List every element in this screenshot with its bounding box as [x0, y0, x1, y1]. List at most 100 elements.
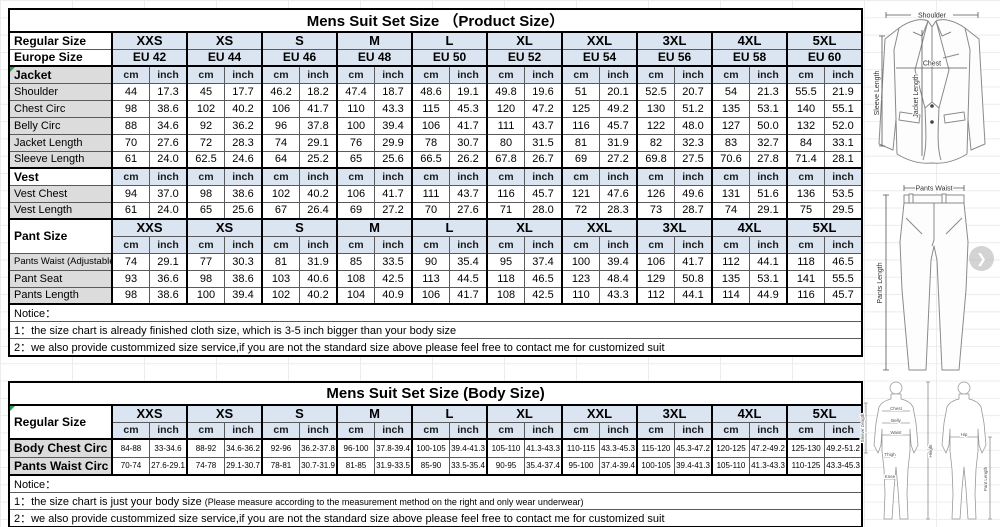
value-inch-cell: 33.5: [374, 252, 413, 271]
table-row: Pants Length 98 38.6 100 39.4 102 40.2 104 40.9 1…: [8, 286, 863, 305]
value-cm-cell: 54: [711, 82, 750, 101]
value-cm-cell: 98: [111, 286, 150, 305]
value-inch-cell: 50.8: [674, 269, 713, 288]
unit-inch-cell: inch: [149, 235, 188, 254]
size-header-cell: 5XL: [785, 404, 863, 423]
value-cm-cell: 110: [336, 99, 375, 118]
value-inch-cell: 53.5: [824, 184, 863, 203]
size-header-cell: 4XL: [711, 404, 788, 423]
carousel-next-button[interactable]: ❯: [969, 246, 994, 271]
value-inch-cell: 28.0: [524, 201, 563, 220]
size-header-cell: 3XL: [636, 404, 713, 423]
value-cm-cell: 116: [486, 184, 525, 203]
value-inch-cell: 53.1: [749, 99, 788, 118]
unit-cm-cell: cm: [486, 235, 525, 254]
value-cm-cell: 126: [636, 184, 675, 203]
value-inch-cell: 33-34.6: [149, 438, 188, 458]
unit-inch-cell: inch: [299, 421, 338, 440]
unit-cm-cell: cm: [186, 421, 225, 440]
size-header-cell: M: [336, 404, 413, 423]
value-cm-cell: 111: [486, 116, 525, 135]
notice-title: Notice：: [8, 474, 863, 493]
unit-inch-cell: inch: [449, 421, 488, 440]
value-inch-cell: 20.7: [674, 82, 713, 101]
unit-inch-cell: inch: [449, 235, 488, 254]
value-inch-cell: 45.3-47.2: [674, 438, 713, 458]
unit-cm-cell: cm: [486, 421, 525, 440]
value-cm-cell: 69: [561, 150, 600, 169]
value-inch-cell: 24.0: [149, 201, 188, 220]
value-inch-cell: 50.0: [749, 116, 788, 135]
unit-cm-cell: cm: [111, 167, 150, 186]
value-inch-cell: 46.5: [824, 252, 863, 271]
eu-size-cell: EU 54: [561, 48, 638, 67]
value-inch-cell: 43.3: [374, 99, 413, 118]
unit-inch-cell: inch: [749, 65, 788, 84]
body-front-figure: [873, 393, 919, 520]
value-inch-cell: 40.2: [224, 99, 263, 118]
value-cm-cell: 75: [786, 201, 825, 220]
value-inch-cell: 26.2: [449, 150, 488, 169]
value-cm-cell: 108: [486, 286, 525, 305]
unit-inch-cell: inch: [524, 235, 563, 254]
jacket-length-label: Jacket Length: [913, 74, 920, 118]
value-cm-cell: 67.8: [486, 150, 525, 169]
value-cm-cell: 76: [336, 133, 375, 152]
value-inch-cell: 41.7: [449, 286, 488, 305]
jacket-shoulder-label: Shoulder: [918, 13, 947, 20]
value-inch-cell: 39.4: [599, 252, 638, 271]
value-cm-cell: 61: [111, 150, 150, 169]
value-cm-cell: 70-74: [111, 456, 150, 476]
unit-cm-cell: cm: [111, 65, 150, 84]
value-inch-cell: 25.6: [374, 150, 413, 169]
value-cm-cell: 100-105: [636, 456, 675, 476]
value-inch-cell: 32.3: [674, 133, 713, 152]
value-cm-cell: 106: [411, 116, 450, 135]
value-cm-cell: 140: [786, 99, 825, 118]
unit-cm-cell: cm: [336, 235, 375, 254]
value-cm-cell: 81: [561, 133, 600, 152]
value-cm-cell: 83: [711, 133, 750, 152]
value-inch-cell: 20.1: [599, 82, 638, 101]
unit-inch-cell: inch: [224, 421, 263, 440]
value-cm-cell: 90-95: [486, 456, 525, 476]
value-cm-cell: 108: [336, 269, 375, 288]
unit-cm-cell: cm: [486, 167, 525, 186]
unit-cm-cell: cm: [561, 421, 600, 440]
unit-inch-cell: inch: [224, 65, 263, 84]
value-inch-cell: 19.1: [449, 82, 488, 101]
value-cm-cell: 102: [186, 99, 225, 118]
value-inch-cell: 30.7: [449, 133, 488, 152]
regular-size-label: Regular Size: [8, 31, 113, 50]
body-belly-label: Belly: [891, 418, 902, 423]
value-cm-cell: 94: [111, 184, 150, 203]
unit-cm-cell: cm: [711, 167, 750, 186]
value-cm-cell: 125: [561, 99, 600, 118]
value-inch-cell: 39.4: [224, 286, 263, 305]
value-inch-cell: 39.4: [374, 116, 413, 135]
value-cm-cell: 64: [261, 150, 300, 169]
value-cm-cell: 106: [636, 252, 675, 271]
value-inch-cell: 41.3-43.3: [524, 438, 563, 458]
value-inch-cell: 36.6: [149, 269, 188, 288]
table-row: Pants Waist (Adjustable) 74 29.1 77 30.3 81 31…: [8, 252, 863, 271]
body-knee-label: Knee: [885, 474, 896, 479]
eu-size-cell: EU 58: [711, 48, 788, 67]
value-cm-cell: 70.6: [711, 150, 750, 169]
value-cm-cell: 44: [111, 82, 150, 101]
pants-length-label: Pants Length: [877, 262, 884, 303]
value-inch-cell: 30.7-31.9: [299, 456, 338, 476]
value-cm-cell: 102: [261, 184, 300, 203]
value-cm-cell: 115-120: [636, 438, 675, 458]
value-cm-cell: 72: [561, 201, 600, 220]
size-header-cell: 3XL: [636, 31, 713, 50]
value-inch-cell: 21.9: [824, 82, 863, 101]
unit-cm-cell: cm: [336, 167, 375, 186]
value-inch-cell: 37.8: [299, 116, 338, 135]
unit-inch-cell: inch: [224, 167, 263, 186]
unit-inch-cell: inch: [449, 65, 488, 84]
value-inch-cell: 31.9-33.5: [374, 456, 413, 476]
value-cm-cell: 92-96: [261, 438, 300, 458]
value-cm-cell: 106: [261, 99, 300, 118]
body-size-table: Mens Suit Set Size (Body Size) Regular Si…: [8, 381, 864, 527]
